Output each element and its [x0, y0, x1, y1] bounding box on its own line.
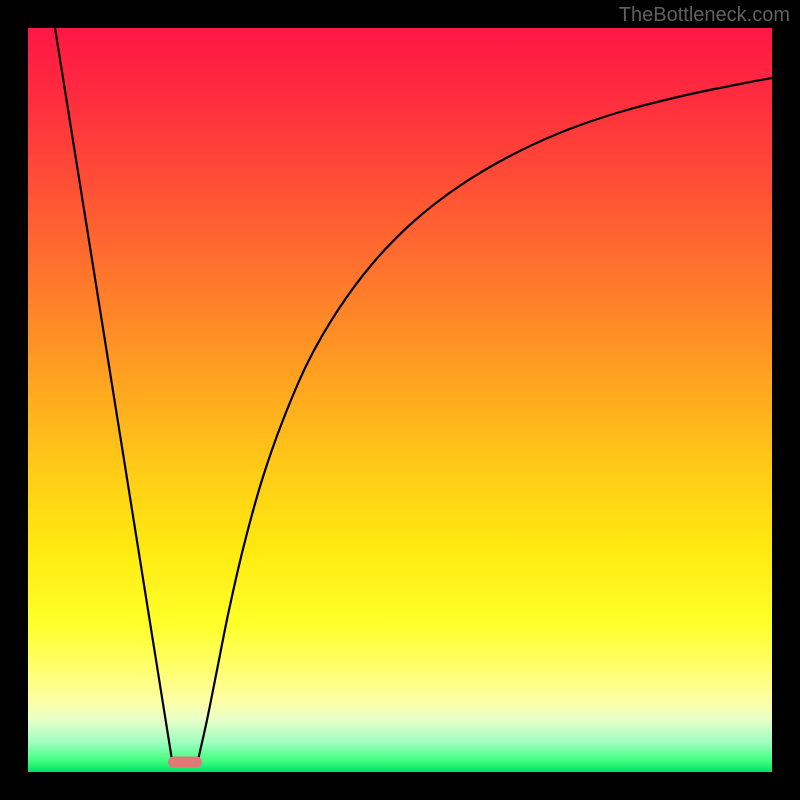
minimum-marker [168, 757, 202, 768]
watermark-text: TheBottleneck.com [619, 4, 790, 27]
plot-background [28, 28, 772, 772]
chart-svg [0, 0, 800, 800]
bottleneck-chart: TheBottleneck.com [0, 0, 800, 800]
